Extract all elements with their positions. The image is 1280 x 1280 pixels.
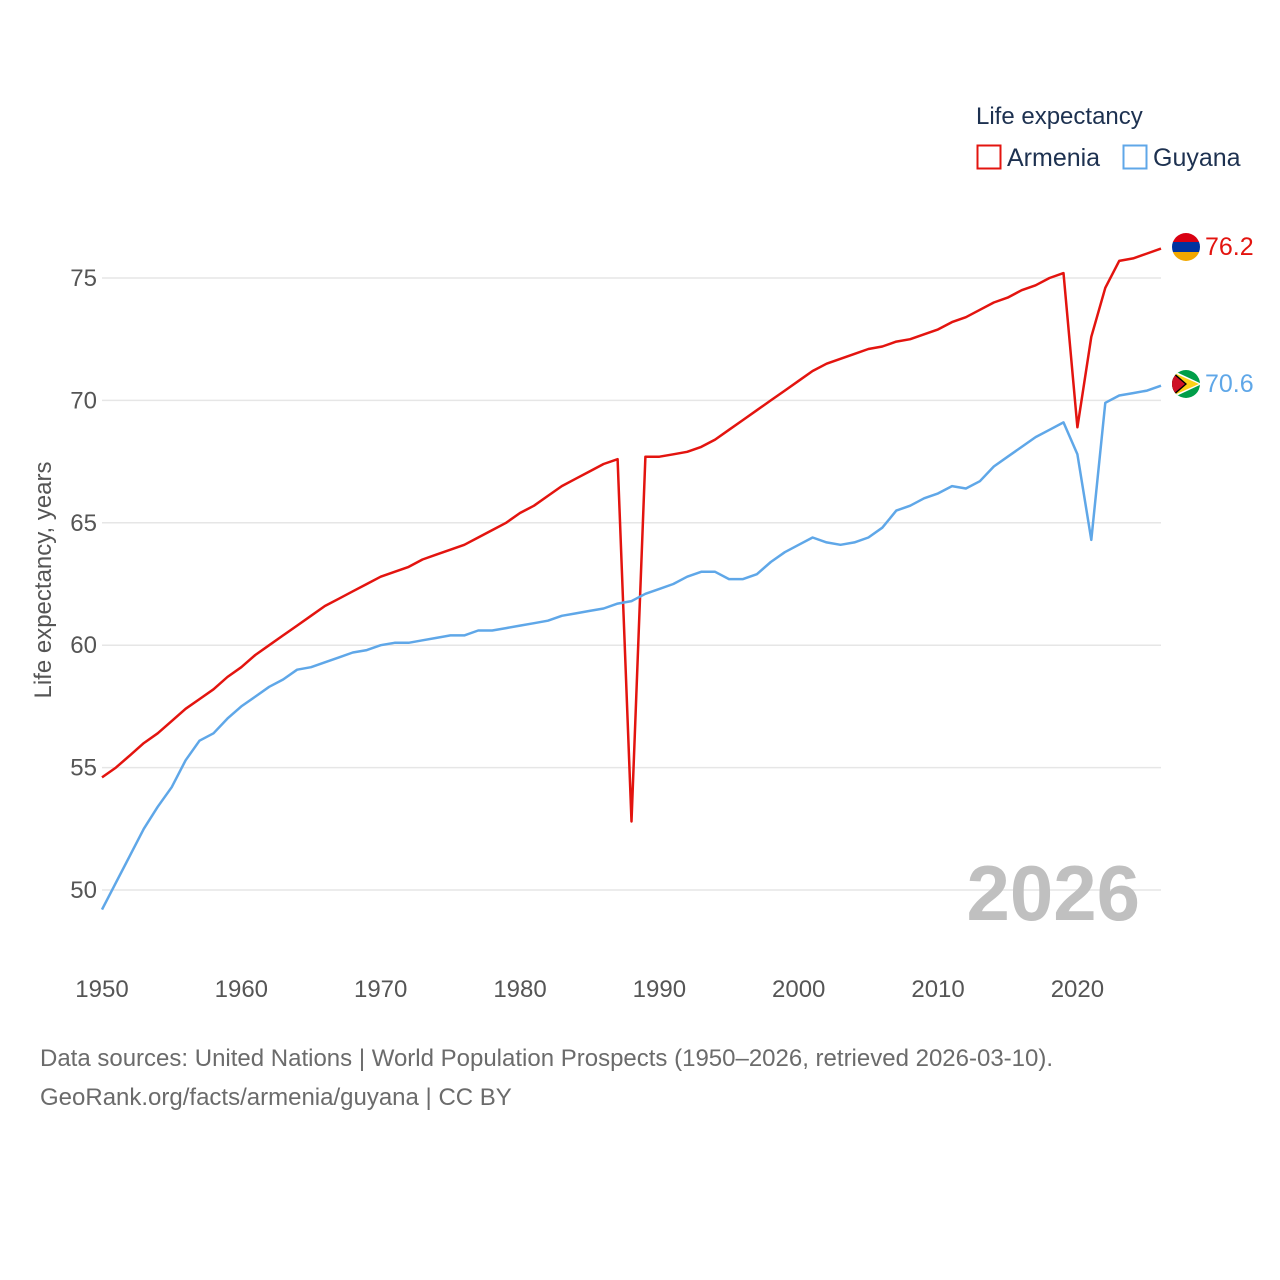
legend-item-armenia[interactable]: Armenia: [976, 144, 1101, 172]
y-axis-ticks: 50 55 60 65 70 75: [70, 265, 97, 904]
x-tick-label: 1970: [354, 976, 407, 1003]
legend-swatch-armenia: [976, 144, 1002, 170]
x-tick-label: 2010: [911, 976, 964, 1003]
series-layer: [100, 247, 1162, 911]
y-tick-label: 50: [70, 877, 97, 904]
legend-swatch-guyana: [1122, 144, 1148, 170]
x-tick-label: 2000: [772, 976, 825, 1003]
legend-label-guyana: Guyana: [1153, 144, 1241, 172]
y-tick-label: 55: [70, 755, 97, 782]
y-tick-label: 70: [70, 387, 97, 414]
x-tick-label: 1960: [215, 976, 268, 1003]
guyana-flag-icon: [1172, 370, 1200, 398]
data-source-note: Data sources: United Nations | World Pop…: [40, 1045, 1054, 1072]
year-watermark: 2026: [966, 849, 1140, 937]
legend-label-armenia: Armenia: [1007, 144, 1100, 172]
y-tick-label: 65: [70, 510, 97, 537]
x-tick-label: 2020: [1051, 976, 1104, 1003]
armenia-flag-icon: [1172, 233, 1200, 261]
x-tick-label: 1950: [75, 976, 128, 1003]
armenia-end-value: 76.2: [1205, 233, 1254, 261]
x-tick-label: 1980: [493, 976, 546, 1003]
grid-lines: [102, 277, 1161, 891]
y-tick-label: 75: [70, 265, 97, 292]
y-axis-title: Life expectancy, years: [30, 461, 57, 698]
guyana-end-value: 70.6: [1205, 370, 1254, 398]
x-axis-ticks: 1950 1960 1970 1980 1990 2000 2010 2020: [75, 976, 1104, 1003]
legend-title: Life expectancy: [976, 103, 1143, 130]
series-line-armenia[interactable]: [101, 247, 1162, 823]
legend: Life expectancy Armenia Guyana: [976, 103, 1241, 172]
legend-item-guyana[interactable]: Guyana: [1122, 144, 1241, 172]
credit-note: GeoRank.org/facts/armenia/guyana | CC BY: [40, 1084, 512, 1111]
x-tick-label: 1990: [633, 976, 686, 1003]
y-tick-label: 60: [70, 632, 97, 659]
series-line-guyana[interactable]: [100, 384, 1162, 911]
